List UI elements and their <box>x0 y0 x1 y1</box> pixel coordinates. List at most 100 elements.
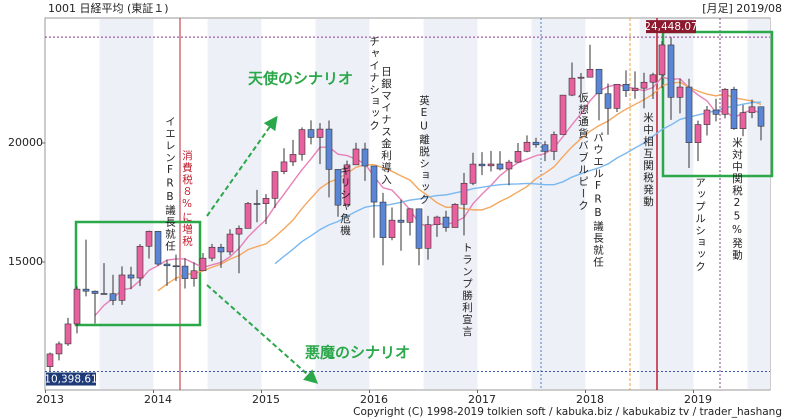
scenario-label: 悪魔のシナリオ <box>305 344 410 362</box>
band <box>639 19 694 389</box>
candle-body <box>640 81 648 89</box>
highlight-box <box>661 30 774 178</box>
y-tick-label: 15000 <box>8 255 43 268</box>
x-tick-label: 2015 <box>252 393 280 406</box>
candle-body <box>262 198 270 204</box>
candle-body <box>100 293 108 295</box>
highlight-box <box>74 220 202 327</box>
candle-body <box>712 109 720 115</box>
candle-body <box>208 246 216 259</box>
band <box>207 19 262 389</box>
event-label: 仮想通貨バブルピーク <box>577 91 589 212</box>
candle-body <box>595 68 603 95</box>
event-label: ギリシャ危機 <box>339 165 351 237</box>
high-label-bg <box>646 20 696 34</box>
candle-body <box>487 163 495 167</box>
copyright: Copyright (C) 1998-2019 tolkien soft / k… <box>353 406 782 418</box>
x-tick-label: 2017 <box>468 393 496 406</box>
candle-body <box>136 245 144 279</box>
x-tick-label: 2016 <box>360 393 388 406</box>
candle-body <box>532 141 540 146</box>
candle-body <box>370 165 378 203</box>
candle-body <box>46 353 54 367</box>
arrow <box>206 284 319 384</box>
candle-body <box>190 270 198 279</box>
candle-body <box>694 124 702 143</box>
candle-body <box>361 148 369 167</box>
candle-body <box>433 216 441 225</box>
candle-body <box>757 106 765 127</box>
candle-body <box>676 86 684 98</box>
candle-body <box>622 83 630 91</box>
chart-title: 1001 日経平均 (東証１) <box>48 2 169 15</box>
candle-body <box>505 161 513 170</box>
candle-body <box>82 288 90 292</box>
moving-average <box>157 81 762 292</box>
event-label: 米対中関税25%発動 <box>731 136 743 261</box>
event-label: イエレンFRB議長就任 <box>164 116 176 253</box>
candle-body <box>325 128 333 170</box>
scenario-label: 天使のシナリオ <box>248 70 353 88</box>
event-label: 消費税８%に増税 <box>181 149 193 247</box>
candle-body <box>316 128 324 138</box>
band <box>423 19 478 389</box>
candle-body <box>55 343 63 355</box>
x-tick-label: 2019 <box>684 393 712 406</box>
band <box>747 19 770 389</box>
event-label: 英EU離脱ショック <box>418 94 430 206</box>
candle-body <box>586 68 594 78</box>
candle-body <box>127 274 135 279</box>
candle-body <box>748 106 756 113</box>
candle-body <box>73 288 81 325</box>
candle-body <box>379 201 387 238</box>
candle-body <box>388 219 396 238</box>
candle-body <box>181 265 189 279</box>
candle-body <box>280 161 288 172</box>
candle-body <box>91 290 99 294</box>
candle-body <box>667 44 675 98</box>
event-label: チャイナショック <box>368 36 380 132</box>
candle-body <box>343 164 351 206</box>
candle-body <box>172 265 180 268</box>
candle-body <box>289 154 297 163</box>
low-label-bg <box>46 372 96 386</box>
candle-body <box>217 246 225 253</box>
candle-body <box>613 83 621 109</box>
chart-subtitle: [月足] 2019/08 <box>702 2 782 15</box>
candle-body <box>568 77 576 96</box>
band <box>315 19 370 389</box>
low-label: 10,398.61 <box>44 374 97 386</box>
event-label: トランプ勝利宣言 <box>461 242 473 338</box>
candle-body <box>163 263 171 267</box>
candle-body <box>658 44 666 76</box>
band <box>99 19 154 389</box>
candle-body <box>352 148 360 166</box>
candle-body <box>604 93 612 109</box>
candle-body <box>334 169 342 206</box>
candle-body <box>730 88 738 129</box>
event-label: パウエルFRB議長就任 <box>592 132 604 269</box>
candle-body <box>244 203 252 229</box>
candle-body <box>523 141 531 152</box>
x-tick-label: 2014 <box>144 393 172 406</box>
candle-body <box>460 182 468 205</box>
candle-body <box>424 224 432 249</box>
candle-body <box>541 144 549 152</box>
candle-body <box>649 74 657 83</box>
candle-body <box>631 87 639 91</box>
candle-body <box>685 86 693 143</box>
candle-body <box>703 109 711 125</box>
event-label: 日銀マイナス金利導入 <box>380 66 392 186</box>
candle-body <box>451 203 459 228</box>
event-label: アップルショック <box>694 177 706 273</box>
candle-body <box>478 163 486 167</box>
candle-body <box>550 134 558 152</box>
candle-body <box>145 230 153 247</box>
candle-body <box>64 323 72 345</box>
moving-average <box>274 101 762 265</box>
candle-body <box>577 76 585 79</box>
event-label: 米中相互関税発動 <box>642 111 654 208</box>
high-label: 24,448.07 <box>644 21 697 33</box>
candle-body <box>496 163 504 170</box>
arrow <box>206 115 278 217</box>
